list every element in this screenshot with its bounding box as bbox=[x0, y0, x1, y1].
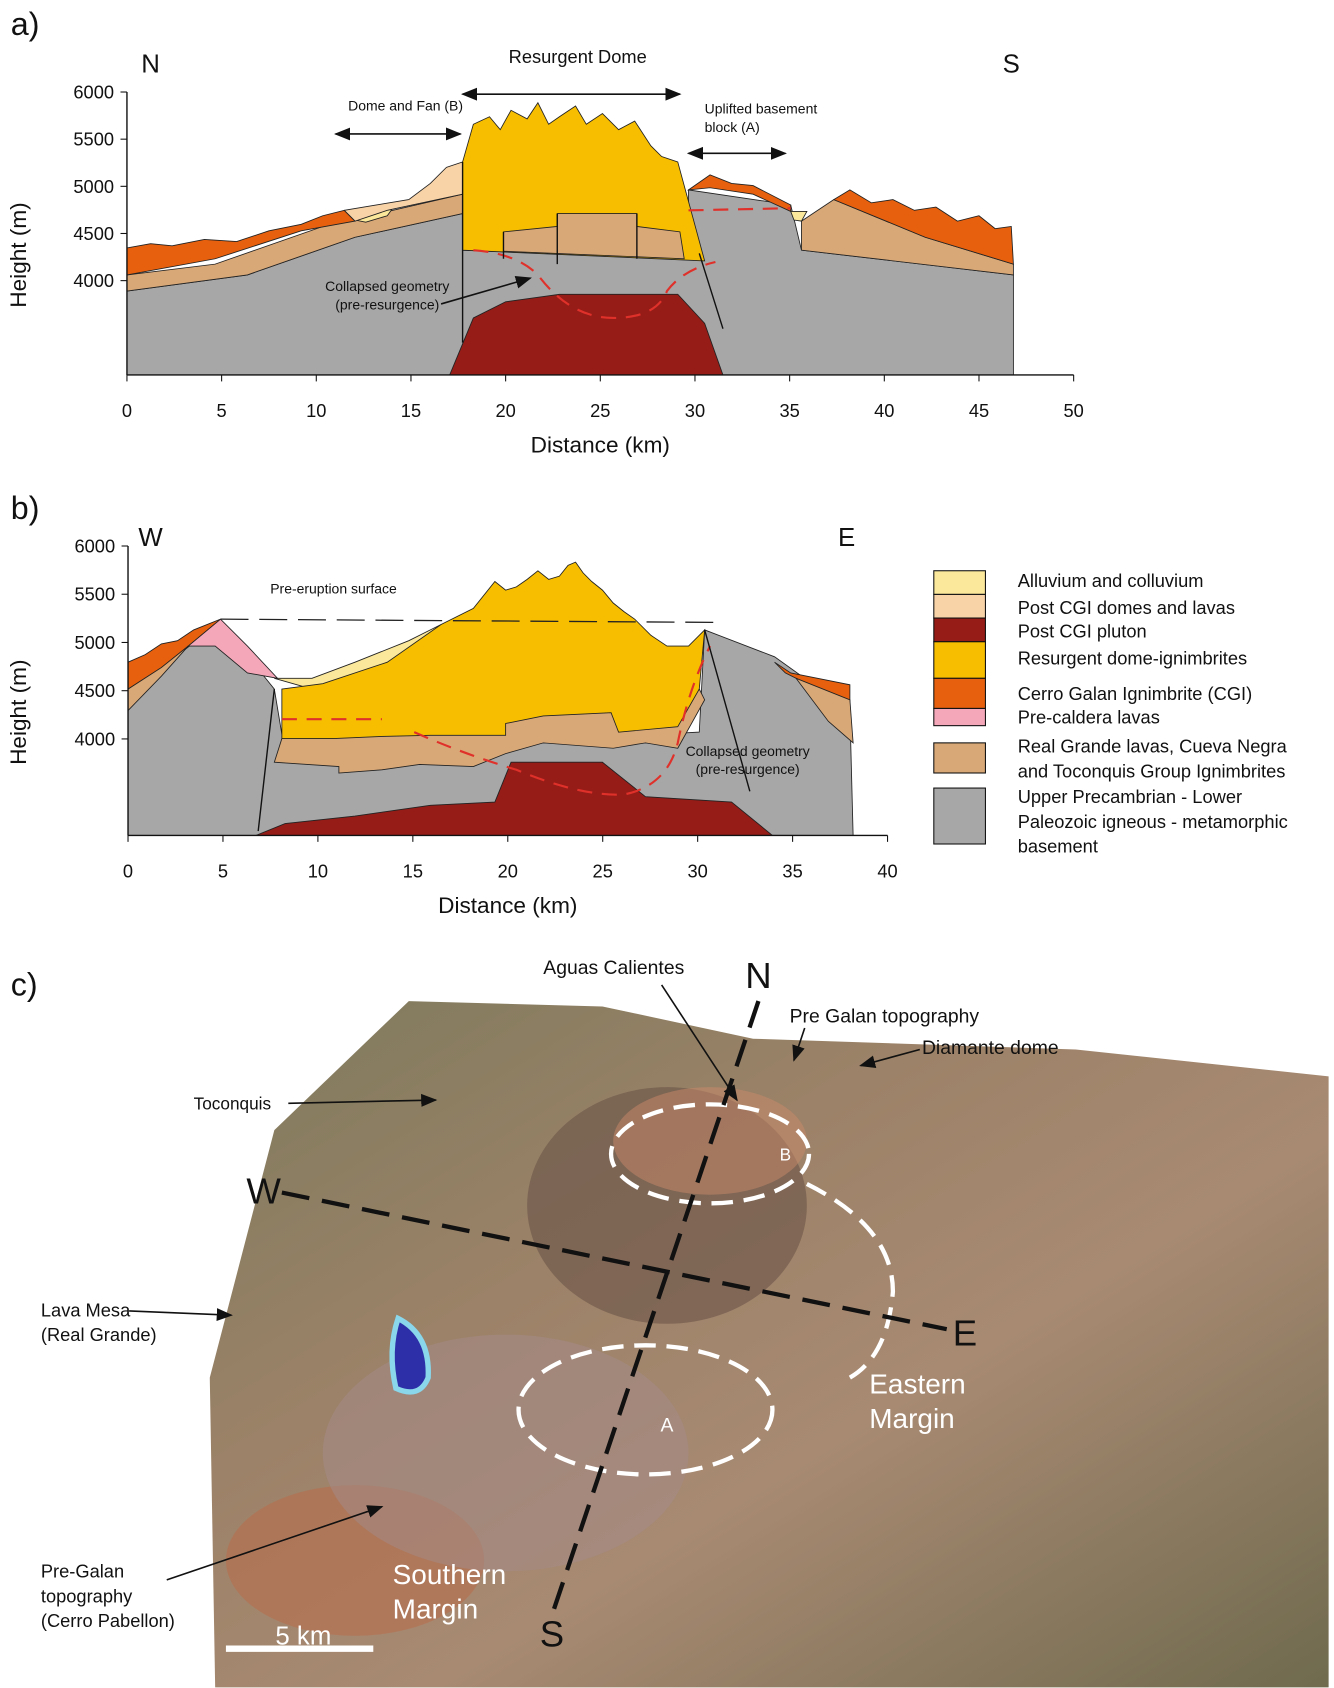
map-label: B bbox=[780, 1144, 791, 1164]
map-label: topography bbox=[41, 1585, 133, 1606]
legend-label: Upper Precambrian - Lower bbox=[1018, 786, 1242, 807]
map-label: A bbox=[661, 1414, 674, 1436]
annotation: N bbox=[141, 51, 160, 79]
legend-swatch bbox=[934, 708, 986, 725]
x-tick-label: 5 bbox=[217, 400, 227, 421]
map-label: Pre-Galan bbox=[41, 1561, 124, 1582]
map-label: Aguas Calientes bbox=[543, 957, 684, 979]
legend-swatch bbox=[934, 618, 986, 642]
legend-swatch bbox=[934, 788, 986, 844]
legend-label: Real Grande lavas, Cueva Negra bbox=[1018, 736, 1288, 757]
legend-label: Post CGI pluton bbox=[1018, 620, 1147, 641]
figure: a)40004500500055006000051015202530354045… bbox=[0, 0, 1334, 1688]
y-tick-label: 4500 bbox=[74, 680, 115, 701]
x-tick-label: 10 bbox=[308, 860, 328, 881]
map-label: Eastern bbox=[869, 1369, 965, 1400]
annotation: (pre-resurgence) bbox=[696, 761, 800, 777]
legend-label: Paleozoic igneous - metamorphic bbox=[1018, 811, 1288, 832]
x-tick-label: 25 bbox=[590, 400, 610, 421]
map-label: Southern bbox=[393, 1559, 507, 1590]
panel-label: b) bbox=[11, 490, 40, 526]
x-tick-label: 30 bbox=[685, 400, 705, 421]
annotation: S bbox=[1003, 51, 1020, 79]
legend-label: basement bbox=[1018, 836, 1098, 857]
legend-label: Pre-caldera lavas bbox=[1018, 707, 1160, 728]
x-tick-label: 40 bbox=[874, 400, 894, 421]
x-axis-title: Distance (km) bbox=[438, 893, 577, 918]
legend-label: Resurgent dome-ignimbrites bbox=[1018, 647, 1247, 668]
legend-label: Alluvium and colluvium bbox=[1018, 570, 1204, 591]
map-label: (Cerro Pabellon) bbox=[41, 1610, 175, 1631]
annotation: Collapsed geometry bbox=[686, 743, 810, 759]
y-tick-label: 6000 bbox=[74, 535, 115, 556]
legend-swatch bbox=[934, 678, 986, 708]
annotation: Uplifted basement bbox=[705, 101, 818, 117]
legend-label: Cerro Galan Ignimbrite (CGI) bbox=[1018, 683, 1252, 704]
annotation: (pre-resurgence) bbox=[335, 296, 439, 312]
map-label: Toconquis bbox=[194, 1094, 271, 1114]
map-label: W bbox=[246, 1170, 281, 1211]
x-tick-label: 15 bbox=[401, 400, 421, 421]
x-tick-label: 5 bbox=[218, 860, 228, 881]
map-label: E bbox=[953, 1312, 977, 1353]
x-tick-label: 20 bbox=[495, 400, 515, 421]
x-tick-label: 0 bbox=[122, 400, 132, 421]
x-tick-label: 45 bbox=[969, 400, 989, 421]
y-tick-label: 5000 bbox=[74, 632, 115, 653]
y-axis-title: Height (m) bbox=[6, 660, 31, 765]
y-tick-label: 5500 bbox=[73, 129, 114, 150]
map-label: N bbox=[745, 955, 771, 996]
y-tick-label: 4000 bbox=[74, 728, 115, 749]
map-label: Pre Galan topography bbox=[790, 1006, 980, 1028]
y-axis-title: Height (m) bbox=[6, 202, 31, 307]
legend-label: and Toconquis Group Ignimbrites bbox=[1018, 760, 1286, 781]
x-tick-label: 35 bbox=[782, 860, 802, 881]
annotation: Collapsed geometry bbox=[325, 278, 449, 294]
x-tick-label: 25 bbox=[593, 860, 613, 881]
annotation: block (A) bbox=[705, 119, 760, 135]
x-tick-label: 30 bbox=[687, 860, 707, 881]
annotation: E bbox=[838, 524, 855, 552]
annotation: Dome and Fan (B) bbox=[348, 97, 463, 113]
perspective-map bbox=[129, 985, 1329, 1688]
map-label: Margin bbox=[869, 1403, 955, 1434]
map-label: Margin bbox=[393, 1594, 479, 1625]
x-tick-label: 50 bbox=[1063, 400, 1083, 421]
y-tick-label: 6000 bbox=[73, 81, 114, 102]
x-tick-label: 40 bbox=[877, 860, 897, 881]
x-tick-label: 20 bbox=[498, 860, 518, 881]
x-tick-label: 15 bbox=[403, 860, 423, 881]
map-label: Diamante dome bbox=[922, 1037, 1059, 1059]
x-axis-title: Distance (km) bbox=[531, 432, 670, 457]
y-tick-label: 5000 bbox=[73, 176, 114, 197]
y-tick-label: 4000 bbox=[73, 270, 114, 291]
map-label: S bbox=[540, 1614, 564, 1655]
y-tick-label: 4500 bbox=[73, 223, 114, 244]
map-label: (Real Grande) bbox=[41, 1324, 157, 1345]
section-b bbox=[128, 562, 853, 835]
legend-swatch bbox=[934, 594, 986, 618]
map-label: 5 km bbox=[275, 1622, 331, 1650]
annotation: Resurgent Dome bbox=[509, 46, 647, 67]
legend-swatch bbox=[934, 571, 986, 595]
map-label: Lava Mesa bbox=[41, 1299, 131, 1320]
panel-label: c) bbox=[11, 967, 38, 1003]
legend-swatch bbox=[934, 743, 986, 773]
legend-label: Post CGI domes and lavas bbox=[1018, 597, 1235, 618]
panel-label: a) bbox=[11, 6, 40, 42]
x-tick-label: 0 bbox=[123, 860, 133, 881]
y-tick-label: 5500 bbox=[74, 584, 115, 605]
x-tick-label: 35 bbox=[779, 400, 799, 421]
section-a bbox=[127, 94, 1013, 375]
legend-swatch bbox=[934, 642, 986, 679]
x-tick-label: 10 bbox=[306, 400, 326, 421]
annotation: Pre-eruption surface bbox=[270, 580, 397, 596]
annotation: W bbox=[138, 524, 163, 552]
